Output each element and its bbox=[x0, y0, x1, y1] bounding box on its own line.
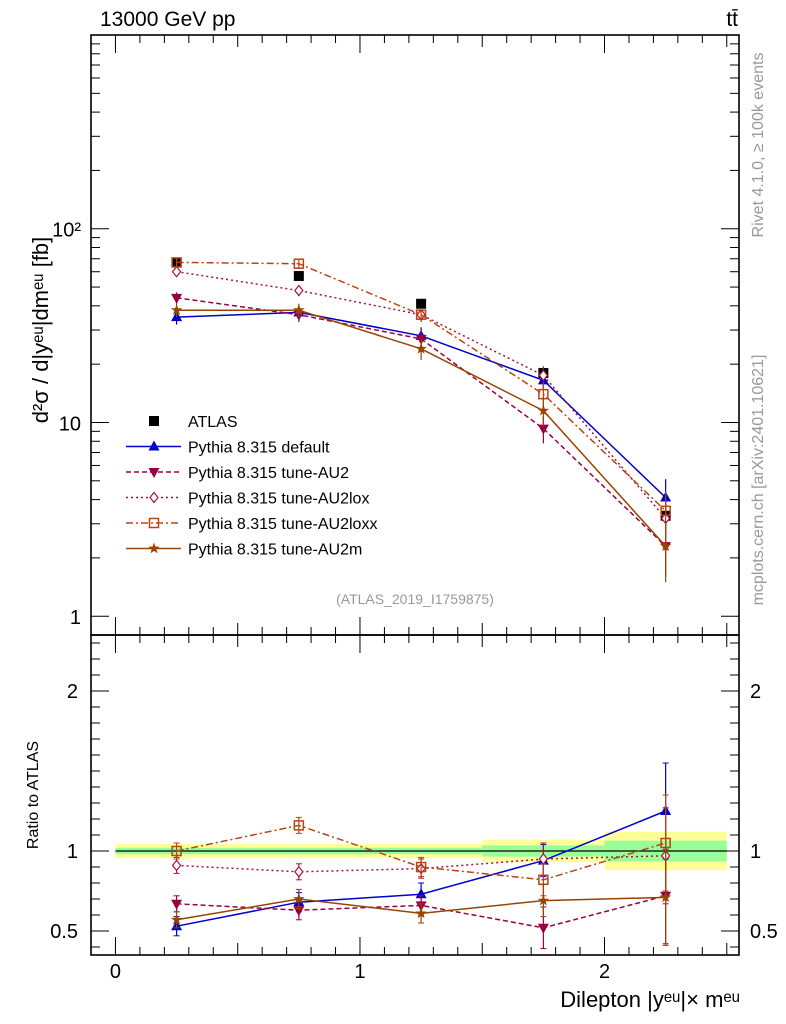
header-left: 13000 GeV pp bbox=[100, 8, 235, 31]
legend-marker-au2loxx bbox=[148, 517, 160, 529]
point-au2m bbox=[537, 404, 550, 416]
ratio-frame bbox=[90, 634, 740, 956]
point-au2m bbox=[659, 540, 672, 551]
ratio-point-au2m bbox=[415, 907, 427, 919]
x-tick-label: 1 bbox=[354, 961, 365, 983]
point-au2m bbox=[170, 304, 183, 315]
point-au2loxx bbox=[415, 309, 427, 320]
point-au2 bbox=[171, 293, 183, 304]
ratio-point-au2m bbox=[170, 913, 183, 925]
point-au2m bbox=[293, 304, 305, 315]
legend-marker-au2m bbox=[148, 542, 160, 554]
point-atlas bbox=[416, 298, 427, 309]
ratio-point-au2m bbox=[537, 894, 550, 906]
legend-marker-au2lox bbox=[149, 491, 159, 504]
ratio-point-au2 bbox=[537, 923, 549, 934]
line-au2loxx bbox=[176, 261, 667, 512]
ratio-y-tick-label-right: 2 bbox=[750, 681, 761, 703]
header-right: tt̄ bbox=[726, 8, 738, 31]
point-au2lox bbox=[538, 369, 549, 382]
ratio-point-au2m bbox=[659, 891, 672, 903]
main-y-tick-label: 1 bbox=[70, 607, 81, 629]
point-au2loxx bbox=[293, 258, 305, 269]
legend-label-default: Pythia 8.315 default bbox=[188, 440, 330, 457]
point-au2 bbox=[537, 424, 549, 435]
ratio-y-tick-label-right: 1 bbox=[750, 841, 761, 863]
point-au2loxx bbox=[660, 505, 671, 517]
ratio-point-au2m bbox=[293, 893, 305, 904]
legend-label-atlas: ATLAS bbox=[188, 414, 238, 431]
ratio-point-au2loxx bbox=[171, 845, 182, 857]
x-tick-label: 0 bbox=[110, 961, 121, 983]
x-tick-label: 2 bbox=[599, 961, 610, 983]
main-y-tick-label: 10 bbox=[59, 413, 81, 435]
analysis-watermark: (ATLAS_2019_I1759875) bbox=[336, 591, 494, 607]
main-y-axis-label: d²σ / d|yᵉᵘ|dmᵉᵘ [fb] bbox=[28, 237, 53, 424]
legend: ATLAS Pythia 8.315 default Pythia 8.315 tu… bbox=[126, 414, 377, 559]
point-au2m bbox=[415, 342, 427, 354]
legend-marker-au2 bbox=[148, 468, 160, 478]
series-au2 bbox=[171, 292, 672, 577]
ratio-point-au2 bbox=[171, 899, 183, 910]
ratio-y-tick-label: 1 bbox=[67, 841, 78, 863]
ratio-y-tick-label: 0.5 bbox=[50, 921, 78, 943]
ratio-y-tick-label: 2 bbox=[67, 681, 78, 703]
ratio-line-au2lox bbox=[176, 855, 666, 873]
legend-label-au2m: Pythia 8.315 tune-AU2m bbox=[188, 542, 362, 559]
ratio-y-tick-label-right: 0.5 bbox=[750, 921, 778, 943]
point-au2lox bbox=[294, 284, 304, 297]
point-au2loxx bbox=[171, 257, 182, 268]
ratio-y-axis-label: Ratio to ATLAS bbox=[25, 741, 42, 849]
series-au2m bbox=[170, 303, 672, 583]
ratio-series-au2m bbox=[170, 848, 672, 946]
ratio-point-au2lox bbox=[171, 859, 182, 872]
ratio-panel: 0.5 0.5 1 1 2 2 0 1 2 bbox=[50, 635, 778, 983]
legend-label-au2: Pythia 8.315 tune-AU2 bbox=[188, 465, 349, 482]
ratio-point-au2loxx bbox=[415, 861, 427, 873]
rivet-label: Rivet 4.1.0, ≥ 100k events bbox=[750, 53, 767, 238]
legend-label-au2lox: Pythia 8.315 tune-AU2lox bbox=[188, 491, 369, 508]
x-axis-label: Dilepton |yᵉᵘ|× mᵉᵘ bbox=[560, 987, 740, 1012]
legend-marker-default bbox=[148, 440, 160, 451]
mcplots-label: mcplots.cern.ch [arXiv:2401.10621] bbox=[750, 355, 767, 606]
ratio-point-au2loxx bbox=[293, 820, 305, 831]
legend-label-au2loxx: Pythia 8.315 tune-AU2loxx bbox=[188, 516, 377, 533]
ratio-point-au2loxx bbox=[660, 837, 671, 849]
legend-marker-atlas bbox=[149, 416, 159, 426]
ratio-point-au2lox bbox=[294, 865, 304, 878]
main-y-tick-label: 10² bbox=[52, 220, 81, 242]
point-atlas bbox=[293, 271, 304, 282]
main-panel: 1 10 10² bbox=[52, 35, 739, 635]
point-au2lox bbox=[171, 265, 182, 278]
